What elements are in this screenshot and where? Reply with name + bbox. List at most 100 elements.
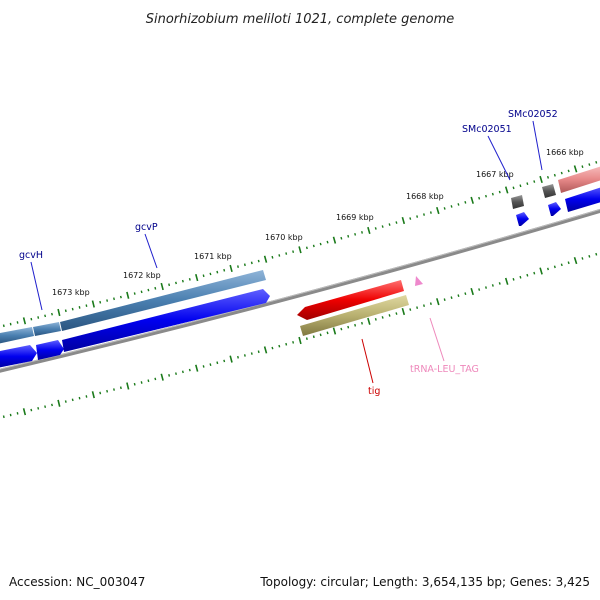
gene-bar-tig[interactable] xyxy=(300,295,409,336)
ruler-minor-tick xyxy=(78,306,81,309)
ruler-minor-tick xyxy=(44,314,47,318)
ruler-minor-tick xyxy=(553,265,556,269)
ruler-minor-tick xyxy=(388,314,391,317)
ruler-minor-tick xyxy=(285,342,288,346)
cds-arrow-tig[interactable] xyxy=(297,280,404,320)
ruler-minor-tick xyxy=(175,372,177,375)
cds-arrow-smc02052[interactable] xyxy=(548,202,561,216)
ruler-minor-tick xyxy=(491,284,494,287)
ruler-minor-tick xyxy=(223,359,226,363)
ruler-minor-tick xyxy=(64,400,67,403)
ruler-minor-tick xyxy=(119,295,122,299)
gene-track-outer xyxy=(0,165,600,344)
ruler-minor-tick xyxy=(491,192,494,196)
cds-arrow-gcvp[interactable] xyxy=(62,289,270,352)
ruler-minor-tick xyxy=(464,292,467,296)
ruler-minor-tick xyxy=(271,346,274,350)
tick-label: 1670 kbp xyxy=(265,233,303,242)
ruler-minor-tick xyxy=(588,254,591,258)
ruler-minor-tick xyxy=(512,277,515,281)
gene-bar-gcvh-left[interactable] xyxy=(0,327,34,344)
ruler-minor-tick xyxy=(478,288,481,291)
ruler-major-tick xyxy=(263,255,268,263)
ruler-minor-tick xyxy=(278,254,281,257)
ruler-minor-tick xyxy=(312,244,315,248)
ruler-minor-tick xyxy=(381,225,384,228)
gene-bar-gcvh[interactable] xyxy=(33,322,61,336)
gene-label-gcvp[interactable]: gcvP xyxy=(135,222,158,233)
ruler-minor-tick xyxy=(374,227,377,230)
gene-label-smc02052[interactable]: SMc02052 xyxy=(508,109,558,120)
tick-label: 1668 kbp xyxy=(406,192,444,201)
ruler-minor-tick xyxy=(250,261,253,265)
ruler-minor-tick xyxy=(71,398,74,402)
gene-bar-smc02051[interactable] xyxy=(511,195,524,209)
ruler-minor-tick xyxy=(526,182,529,186)
ruler-minor-tick xyxy=(457,203,460,206)
ruler-minor-tick xyxy=(450,296,453,300)
ruler-minor-tick xyxy=(71,307,74,311)
ruler-minor-tick xyxy=(99,391,102,395)
ruler-minor-tick xyxy=(478,196,481,200)
ruler-minor-tick xyxy=(443,298,446,302)
ruler-minor-tick xyxy=(216,361,219,365)
ruler-major-tick xyxy=(57,308,61,317)
ruler-minor-tick xyxy=(319,242,322,246)
ruler-major-tick xyxy=(195,273,199,282)
gene-label-trna[interactable]: tRNA-LEU_TAG xyxy=(410,364,479,375)
ruler-major-tick xyxy=(573,165,578,173)
gene-label-tig[interactable]: tig xyxy=(368,386,380,397)
ruler-major-tick xyxy=(298,246,302,254)
ruler-minor-tick xyxy=(326,240,329,244)
ruler-minor-tick xyxy=(168,374,171,377)
cds-arrow-gcvh[interactable] xyxy=(36,340,64,360)
ruler-minor-tick xyxy=(140,381,143,384)
ruler-minor-tick xyxy=(395,221,398,224)
ruler-minor-tick xyxy=(553,173,556,177)
cds-arrow-right[interactable] xyxy=(565,186,600,212)
ruler-minor-tick xyxy=(250,352,253,355)
ruler-minor-tick xyxy=(595,252,598,256)
leader-trna xyxy=(429,317,445,362)
gene-label-smc02051[interactable]: SMc02051 xyxy=(462,124,512,135)
ruler-major-tick xyxy=(91,300,95,308)
ruler-minor-tick xyxy=(526,273,529,277)
ruler-minor-tick xyxy=(133,292,136,295)
ruler-minor-tick xyxy=(457,294,460,298)
trna-arrow[interactable] xyxy=(415,276,423,286)
cds-arrow-smc02051[interactable] xyxy=(516,212,529,226)
leader-gcvh xyxy=(30,261,43,311)
ruler-minor-tick xyxy=(533,271,536,275)
ruler-minor-tick xyxy=(423,304,425,307)
tick-label: 1669 kbp xyxy=(336,213,374,222)
ruler-minor-tick xyxy=(202,274,205,278)
ruler-minor-tick xyxy=(595,160,598,164)
ruler-minor-tick xyxy=(243,354,246,357)
ruler-minor-tick xyxy=(409,217,412,220)
ruler-minor-tick xyxy=(429,302,432,305)
gene-bar-gcvp[interactable] xyxy=(60,270,266,331)
ruler-major-tick xyxy=(91,391,95,399)
gene-bar-smc02052[interactable] xyxy=(542,184,556,198)
ruler-minor-tick xyxy=(188,278,191,281)
ruler-minor-tick xyxy=(216,270,219,274)
tick-labels: 1673 kbp 1672 kbp 1671 kbp 1670 kbp 1669… xyxy=(52,148,584,297)
ruler-major-tick xyxy=(573,257,578,265)
map-title: Sinorhizobium meliloti 1021, complete ge… xyxy=(146,12,455,27)
ruler-minor-tick xyxy=(113,297,115,301)
ruler-major-tick xyxy=(22,408,27,416)
ruler-minor-tick xyxy=(209,272,212,276)
ruler-minor-tick xyxy=(361,321,363,325)
gene-label-gcvh[interactable]: gcvH xyxy=(19,250,43,261)
ruler-minor-tick xyxy=(319,333,322,337)
cds-arrow-left[interactable] xyxy=(0,345,37,368)
ruler-minor-tick xyxy=(395,312,398,315)
ruler-minor-tick xyxy=(106,389,109,393)
gene-label-leaders xyxy=(30,120,543,384)
ruler-major-tick xyxy=(504,186,509,194)
ruler-major-tick xyxy=(229,355,233,363)
ruler-minor-tick xyxy=(9,322,12,326)
ruler-minor-tick xyxy=(85,304,88,307)
ruler-major-tick xyxy=(367,317,371,325)
gene-bar-pink[interactable] xyxy=(558,165,600,193)
